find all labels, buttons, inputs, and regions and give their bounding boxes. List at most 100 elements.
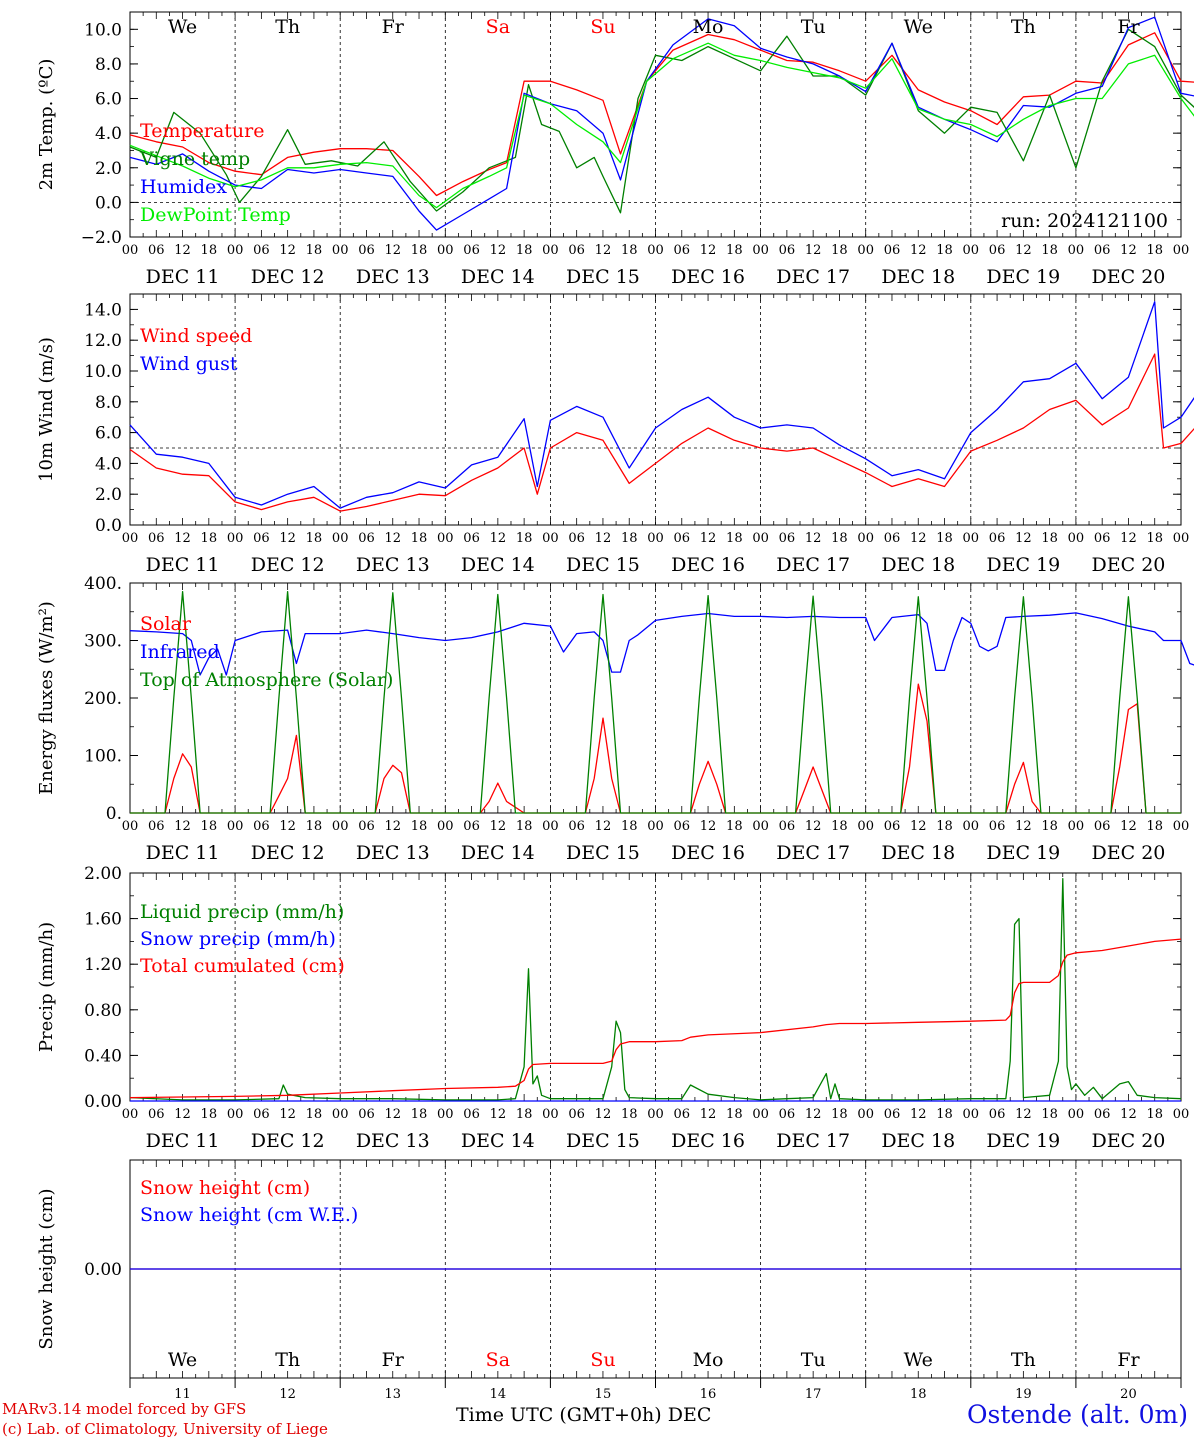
hour-tick-label: 06	[253, 819, 270, 834]
hour-tick-label: 00	[542, 819, 559, 834]
day-number-label: 12	[279, 1387, 296, 1402]
hour-tick-label: 12	[1120, 819, 1137, 834]
hour-tick-label: 18	[411, 1107, 428, 1122]
hour-tick-label: 18	[1146, 243, 1163, 258]
hour-tick-label: 18	[411, 531, 428, 546]
date-label: DEC 19	[986, 266, 1060, 288]
weekday-label: Th	[1011, 1349, 1036, 1371]
weekday-label: Su	[590, 16, 615, 38]
date-label: DEC 20	[1092, 1130, 1166, 1152]
hour-tick-label: 18	[621, 531, 638, 546]
date-label: DEC 18	[881, 266, 955, 288]
hour-tick-label: 06	[253, 243, 270, 258]
weekday-label: We	[904, 16, 933, 38]
hour-tick-label: 18	[411, 243, 428, 258]
hour-tick-label: 00	[1068, 819, 1085, 834]
hour-tick-label: 12	[595, 819, 612, 834]
day-number-label: 14	[490, 1387, 507, 1402]
hour-tick-label: 06	[358, 531, 375, 546]
legend-entry: Vigne temp	[139, 148, 250, 170]
hour-tick-label: 18	[621, 243, 638, 258]
hour-tick-label: 00	[332, 819, 349, 834]
series-line	[129, 353, 1194, 512]
day-number-label: 15	[595, 1387, 612, 1402]
hour-tick-label: 12	[490, 819, 507, 834]
hour-tick-label: 12	[384, 1107, 401, 1122]
legend-entry: Top of Atmosphere (Solar)	[140, 669, 393, 691]
date-label: DEC 11	[146, 554, 220, 576]
hour-tick-label: 00	[647, 1107, 664, 1122]
hour-tick-label: 00	[542, 531, 559, 546]
legend-entry: Snow height (cm)	[140, 1177, 310, 1199]
date-label: DEC 13	[356, 842, 430, 864]
legend-entry: Temperature	[140, 120, 264, 142]
hour-tick-label: 00	[857, 1107, 874, 1122]
hour-tick-label: 18	[726, 1107, 743, 1122]
hour-tick-label: 12	[595, 531, 612, 546]
hour-tick-label: 12	[174, 819, 191, 834]
weekday-label: Fr	[382, 16, 405, 38]
hour-tick-label: 18	[411, 819, 428, 834]
weekday-label: Sa	[486, 16, 510, 38]
y-tick-label: 0.	[106, 804, 122, 824]
hour-tick-label: 12	[384, 819, 401, 834]
date-label: DEC 12	[251, 1130, 325, 1152]
hour-tick-label: 06	[148, 819, 165, 834]
hour-tick-label: 12	[279, 531, 296, 546]
y-axis-title: Precip (mm/h)	[36, 922, 57, 1052]
legend-entry: Liquid precip (mm/h)	[140, 901, 344, 923]
date-label: DEC 11	[146, 1130, 220, 1152]
hour-tick-label: 00	[437, 243, 454, 258]
hour-tick-label: 12	[384, 531, 401, 546]
weekday-label: Tu	[801, 16, 826, 38]
run-label: run: 2024121100	[1001, 210, 1168, 232]
hour-tick-label: 06	[148, 531, 165, 546]
series-line	[129, 16, 1194, 231]
hour-tick-label: 18	[936, 531, 953, 546]
hour-tick-label: 12	[1015, 243, 1032, 258]
y-axis-title: Energy fluxes (W/m²)	[36, 601, 57, 795]
hour-tick-label: 18	[516, 243, 533, 258]
legend-entry: Snow height (cm W.E.)	[140, 1204, 358, 1226]
hour-tick-label: 00	[1068, 1107, 1085, 1122]
date-label: DEC 20	[1092, 554, 1166, 576]
date-label: DEC 13	[356, 1130, 430, 1152]
hour-tick-label: 12	[1015, 531, 1032, 546]
hour-tick-label: 06	[884, 1107, 901, 1122]
hour-tick-label: 12	[700, 819, 717, 834]
y-tick-label: 0.0	[95, 516, 122, 536]
date-label: DEC 20	[1092, 842, 1166, 864]
hour-tick-label: 12	[174, 531, 191, 546]
date-label: DEC 16	[671, 554, 745, 576]
hour-tick-label: 00	[752, 819, 769, 834]
hour-tick-label: 00	[752, 1107, 769, 1122]
y-tick-label: 1.60	[84, 910, 122, 930]
hour-tick-label: 06	[1094, 819, 1111, 834]
hour-tick-label: 12	[595, 1107, 612, 1122]
hour-tick-label: 06	[989, 1107, 1006, 1122]
legend-entry: Wind gust	[140, 353, 238, 375]
hour-tick-label: 12	[384, 243, 401, 258]
hour-tick-label: 00	[542, 243, 559, 258]
hour-tick-label: 12	[910, 243, 927, 258]
date-label: DEC 13	[356, 266, 430, 288]
date-label: DEC 14	[461, 554, 535, 576]
hour-tick-label: 18	[516, 819, 533, 834]
hour-tick-label: 12	[805, 1107, 822, 1122]
date-label: DEC 20	[1092, 266, 1166, 288]
hour-tick-label: 00	[1173, 243, 1190, 258]
date-label: DEC 14	[461, 1130, 535, 1152]
y-tick-label: 0.80	[84, 1001, 122, 1021]
day-number-label: 13	[384, 1387, 401, 1402]
date-label: DEC 17	[776, 554, 850, 576]
y-tick-label: 300.	[84, 632, 122, 652]
series-line	[129, 42, 1194, 209]
hour-tick-label: 12	[1015, 1107, 1032, 1122]
y-tick-label: 0.00	[84, 1260, 122, 1280]
hour-tick-label: 06	[989, 243, 1006, 258]
hour-tick-label: 18	[1146, 531, 1163, 546]
date-label: DEC 12	[251, 842, 325, 864]
weekday-label: Fr	[382, 1349, 405, 1371]
hour-tick-label: 00	[1173, 819, 1190, 834]
time-axis-title: Time UTC (GMT+0h)	[456, 1404, 662, 1426]
